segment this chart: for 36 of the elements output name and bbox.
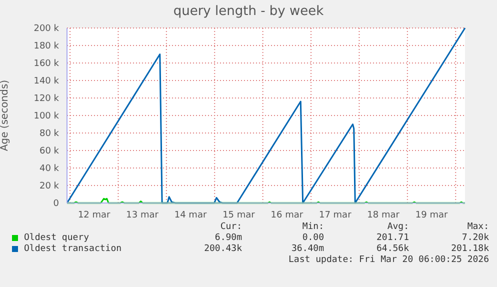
text: 201.71: [375, 233, 409, 243]
text: 7.20k: [460, 233, 489, 243]
legend-label: Oldest query: [24, 233, 90, 243]
x-tick-label: 18 mar: [367, 210, 400, 220]
x-tick-label: 17 mar: [318, 210, 352, 220]
y-tick-label: 40 k: [39, 164, 60, 174]
y-tick-label: 180 k: [34, 42, 60, 52]
x-tick-label: 19 mar: [415, 210, 448, 220]
x-tick-label: 13 mar: [126, 210, 159, 220]
text: 200.43k: [203, 244, 242, 254]
text: 36.40m: [290, 244, 324, 254]
text: 201.18k: [450, 244, 489, 254]
y-axis-title: Age (seconds): [0, 80, 11, 152]
x-tick-label: 12 mar: [78, 210, 111, 220]
text: Min:: [301, 222, 324, 232]
y-tick-label: 120 k: [34, 94, 60, 104]
x-tick-label: 14 mar: [174, 210, 207, 220]
legend-label: Oldest transaction: [24, 244, 122, 254]
y-tick-label: 200 k: [34, 24, 60, 34]
text: Max:: [466, 222, 489, 232]
text: Cur:: [219, 222, 242, 232]
chart-title: query length - by week: [172, 4, 325, 19]
y-tick-label: 20 k: [39, 182, 60, 192]
y-tick-label: 60 k: [39, 146, 60, 157]
y-tick-label: 100 k: [34, 112, 60, 122]
text: Avg:: [386, 222, 409, 232]
text: Last update: Fri Mar 20 06:00:25 2026: [288, 255, 489, 265]
x-tick-label: 16 mar: [270, 210, 304, 220]
y-tick-label: 140 k: [34, 76, 60, 87]
y-tick-label: 160 k: [34, 59, 60, 70]
text: 0.00: [301, 233, 324, 243]
text: 64.56k: [375, 244, 409, 254]
y-tick-label: 0: [53, 199, 60, 210]
x-tick-label: 15 mar: [222, 210, 256, 220]
y-tick-label: 80 k: [39, 129, 60, 140]
text: 6.90m: [214, 233, 242, 243]
